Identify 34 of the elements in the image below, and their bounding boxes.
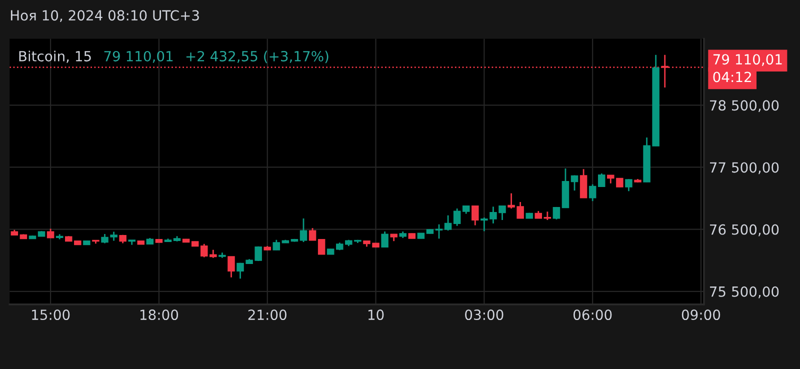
ref-line-label: 79 110,01 [713,54,782,66]
y-tick-label: 75 500,00 [710,286,779,298]
text: Bitcoin, 15 [19,50,91,63]
candlestick [272,239,280,251]
x-tick-label: 10 [368,310,384,320]
annotation: +2 432,55 (+3,17%) [186,50,328,64]
candlestick [228,256,235,278]
x-tick-label: 21:00 [248,310,286,320]
x-tick-label: 09:00 [682,310,720,320]
candlestick [453,208,461,227]
candlestick [598,172,606,188]
y-tick-label: 77 500,00 [710,162,779,174]
candlestick [625,178,632,192]
candlestick [552,206,560,220]
candlestick [580,168,588,199]
candlestick [435,224,443,240]
candlestick [308,227,316,242]
candlestick [46,228,54,239]
y-tick-label: 76 500,00 [710,224,779,236]
x-tick-label: 03:00 [465,310,504,320]
y-tick-label: 78 500,00 [710,100,779,112]
x-tick-label: 18:00 [140,310,178,320]
candlestick [444,214,452,232]
candlestick [570,174,578,192]
text: Ноя 10, 2024 08:10 UTC+3 [10,10,199,22]
candlestick [300,218,308,243]
x-tick-label: 15:00 [32,310,70,320]
candlestick [588,184,596,202]
x-tick-label: 06:00 [573,310,612,320]
text: 04:12 [713,72,751,82]
candlestick [472,205,479,226]
candlestick [318,239,326,255]
candlestick [381,230,388,248]
annotation: 79 110,01 [104,50,173,63]
